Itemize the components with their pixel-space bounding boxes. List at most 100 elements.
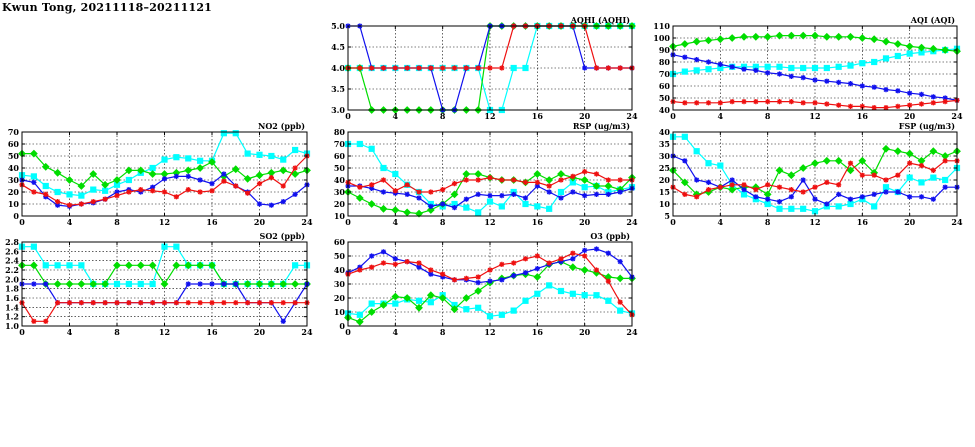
data-point bbox=[558, 256, 564, 262]
data-point bbox=[209, 281, 215, 287]
y-tick-label: 60 bbox=[659, 81, 671, 91]
data-point bbox=[280, 318, 286, 324]
data-point bbox=[209, 181, 215, 187]
data-point bbox=[893, 40, 902, 48]
data-point bbox=[534, 203, 541, 210]
data-point bbox=[463, 275, 469, 281]
data-point bbox=[403, 294, 412, 302]
data-point bbox=[883, 189, 889, 195]
data-point bbox=[800, 177, 806, 183]
x-tick-label: 0 bbox=[670, 217, 676, 227]
data-point bbox=[486, 313, 494, 320]
data-point bbox=[161, 189, 168, 195]
data-point bbox=[557, 287, 565, 295]
data-point bbox=[717, 162, 724, 169]
data-point bbox=[545, 176, 554, 184]
x-tick-label: 24 bbox=[626, 217, 638, 227]
data-point bbox=[740, 191, 748, 198]
data-point bbox=[380, 189, 387, 195]
data-point bbox=[705, 66, 712, 73]
data-point bbox=[173, 300, 179, 306]
x-tick-label: 16 bbox=[206, 217, 218, 227]
data-point bbox=[392, 188, 398, 194]
data-point bbox=[161, 300, 168, 306]
data-point bbox=[268, 300, 274, 306]
data-point bbox=[582, 169, 588, 175]
data-point bbox=[763, 32, 772, 41]
data-point bbox=[102, 187, 109, 194]
data-point bbox=[799, 164, 808, 172]
data-point bbox=[245, 190, 251, 196]
y-tick-label: 70 bbox=[659, 69, 671, 79]
y-tick-label: 2.4 bbox=[5, 256, 19, 266]
data-point bbox=[522, 270, 529, 276]
data-point bbox=[836, 182, 842, 188]
panel-aqhi: 0 4 8 12 16 20 24 3.0 3.5 4.0 4.5 5.0 AQHI (AQHI) bbox=[331, 15, 638, 121]
y-tick-label: 5 bbox=[664, 211, 670, 221]
data-point bbox=[871, 58, 878, 66]
panel-title: FSP (ug/m3) bbox=[899, 121, 955, 131]
data-point bbox=[694, 177, 700, 183]
data-point bbox=[533, 170, 542, 178]
data-point bbox=[113, 176, 121, 184]
data-point bbox=[138, 300, 144, 306]
data-point bbox=[871, 191, 877, 197]
data-point bbox=[558, 259, 564, 265]
data-point bbox=[78, 300, 84, 306]
data-point bbox=[812, 196, 818, 202]
data-point bbox=[415, 209, 423, 218]
data-point bbox=[357, 65, 363, 71]
data-point bbox=[740, 32, 748, 41]
data-point bbox=[233, 281, 239, 287]
x-tick-label: 4 bbox=[67, 217, 73, 227]
data-point bbox=[499, 277, 505, 283]
y-tick-label: 40 bbox=[8, 163, 20, 173]
x-tick-label: 0 bbox=[19, 327, 25, 337]
data-point bbox=[522, 64, 529, 72]
data-point bbox=[835, 203, 842, 210]
data-point bbox=[570, 256, 576, 262]
data-point bbox=[126, 189, 132, 195]
data-point bbox=[416, 65, 422, 71]
data-point bbox=[546, 260, 552, 266]
data-point bbox=[604, 182, 613, 190]
data-point bbox=[292, 300, 298, 306]
x-tick-label: 8 bbox=[440, 111, 446, 121]
data-point bbox=[474, 287, 483, 295]
x-tick-label: 4 bbox=[67, 327, 73, 337]
data-point bbox=[499, 65, 505, 71]
data-point bbox=[693, 67, 700, 74]
x-tick-label: 12 bbox=[809, 111, 820, 121]
panel-rsp: 0 4 8 12 16 20 24 10 20 30 40 50 60 70 80 RSP (ug/m3) bbox=[334, 121, 638, 227]
y-tick-label: 4.0 bbox=[331, 63, 345, 73]
data-point bbox=[475, 65, 481, 71]
data-point bbox=[391, 292, 400, 301]
data-point bbox=[185, 300, 191, 306]
data-point bbox=[605, 250, 611, 256]
data-point bbox=[256, 201, 263, 207]
data-point bbox=[196, 261, 205, 270]
data-point bbox=[918, 91, 925, 97]
data-point bbox=[871, 105, 877, 111]
data-point bbox=[764, 200, 771, 208]
data-point bbox=[462, 170, 471, 178]
data-point bbox=[942, 99, 948, 105]
x-tick-label: 24 bbox=[301, 217, 313, 227]
data-point bbox=[380, 177, 387, 183]
y-tick-label: 10 bbox=[8, 199, 20, 209]
data-point bbox=[605, 177, 611, 183]
data-point bbox=[368, 300, 375, 307]
data-point bbox=[498, 203, 505, 210]
data-point bbox=[148, 261, 157, 270]
data-point bbox=[463, 177, 469, 183]
y-tick-label: 50 bbox=[659, 93, 671, 103]
data-point bbox=[185, 155, 192, 162]
data-point bbox=[846, 32, 855, 41]
data-point bbox=[380, 249, 387, 255]
data-point bbox=[729, 182, 735, 188]
data-point bbox=[871, 203, 878, 210]
data-point bbox=[705, 100, 712, 106]
data-point bbox=[438, 294, 447, 302]
data-point bbox=[173, 194, 179, 200]
data-point bbox=[692, 37, 701, 46]
